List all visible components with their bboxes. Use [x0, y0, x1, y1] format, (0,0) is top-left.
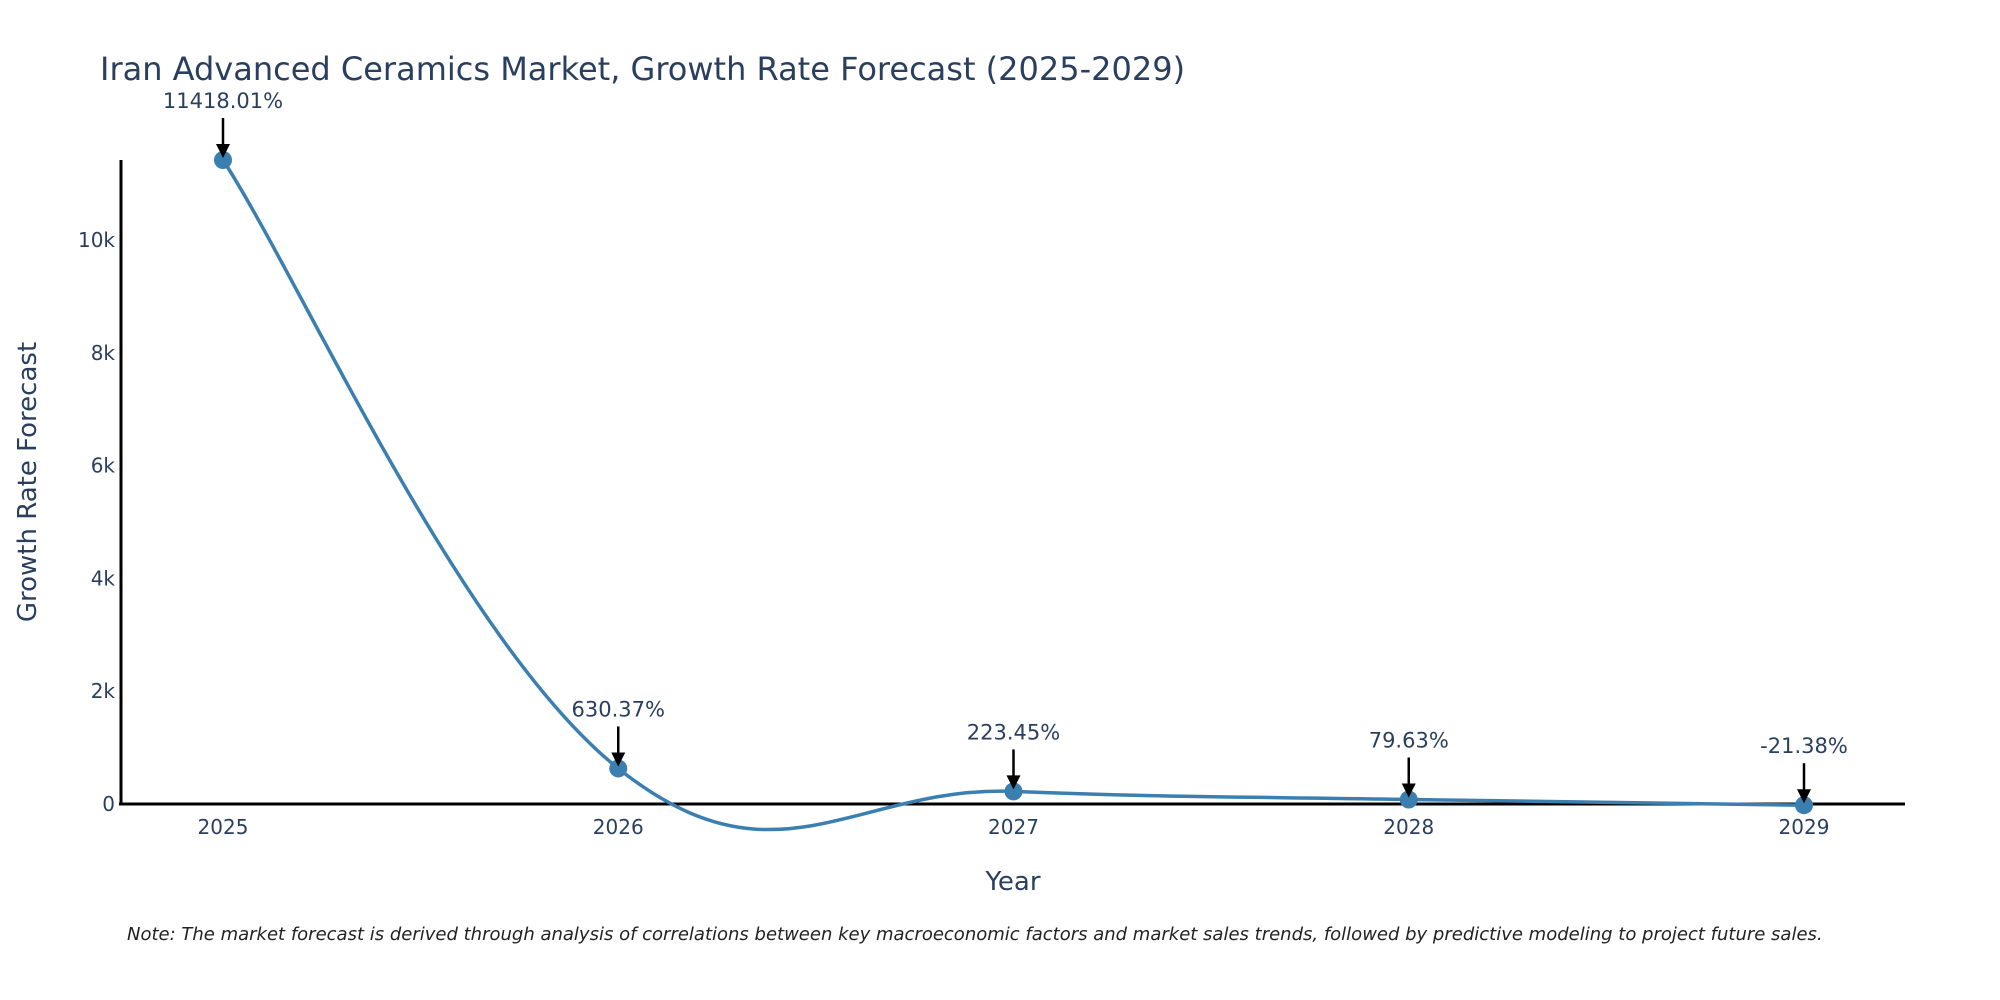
data-point: [214, 151, 232, 169]
data-point: [609, 759, 628, 778]
data-label: 11418.01%: [163, 89, 283, 113]
data-label: -21.38%: [1760, 734, 1848, 758]
y-axis-title: Growth Rate Forecast: [13, 342, 43, 622]
x-tick-label: 2028: [1383, 815, 1434, 839]
y-tick-label: 4k: [91, 566, 116, 590]
chart-title: Iran Advanced Ceramics Market, Growth Ra…: [100, 50, 1185, 88]
x-axis-title: Year: [984, 867, 1040, 897]
y-tick-label: 2k: [91, 679, 116, 703]
y-tick-label: 0: [102, 792, 115, 816]
data-label: 79.63%: [1369, 729, 1449, 753]
annotation-arrowhead: [1797, 789, 1811, 804]
y-tick-label: 10k: [78, 228, 115, 252]
series-line: [221, 159, 1805, 832]
data-point: [1004, 782, 1023, 801]
axes: [119, 160, 1905, 806]
annotation-arrowhead: [1006, 775, 1021, 790]
annotation-arrowhead: [216, 144, 230, 158]
y-tick-label: 6k: [91, 454, 116, 478]
x-tick-label: 2026: [593, 815, 644, 839]
data-label: 630.37%: [572, 697, 665, 721]
x-tick-label: 2029: [1779, 815, 1830, 839]
forecast-note: Note: The market forecast is derived thr…: [127, 924, 1823, 945]
annotation-arrowhead: [611, 752, 626, 767]
y-tick-label: 8k: [91, 341, 116, 365]
data-point: [1399, 790, 1418, 809]
x-tick-label: 2027: [988, 815, 1039, 839]
data-annotations: 11418.01% 630.37% 223.45% 79.63% -21.38%: [163, 89, 1848, 804]
x-tick-label: 2025: [198, 815, 249, 839]
data-markers: [214, 151, 1813, 815]
x-tick-labels: 2025 2026 2027 2028 2029: [198, 815, 1830, 839]
data-label: 223.45%: [967, 720, 1060, 744]
annotation-arrowhead: [1401, 783, 1416, 798]
y-tick-labels: 0 2k 4k 6k 8k 10k: [78, 228, 115, 816]
data-point: [1795, 796, 1813, 815]
